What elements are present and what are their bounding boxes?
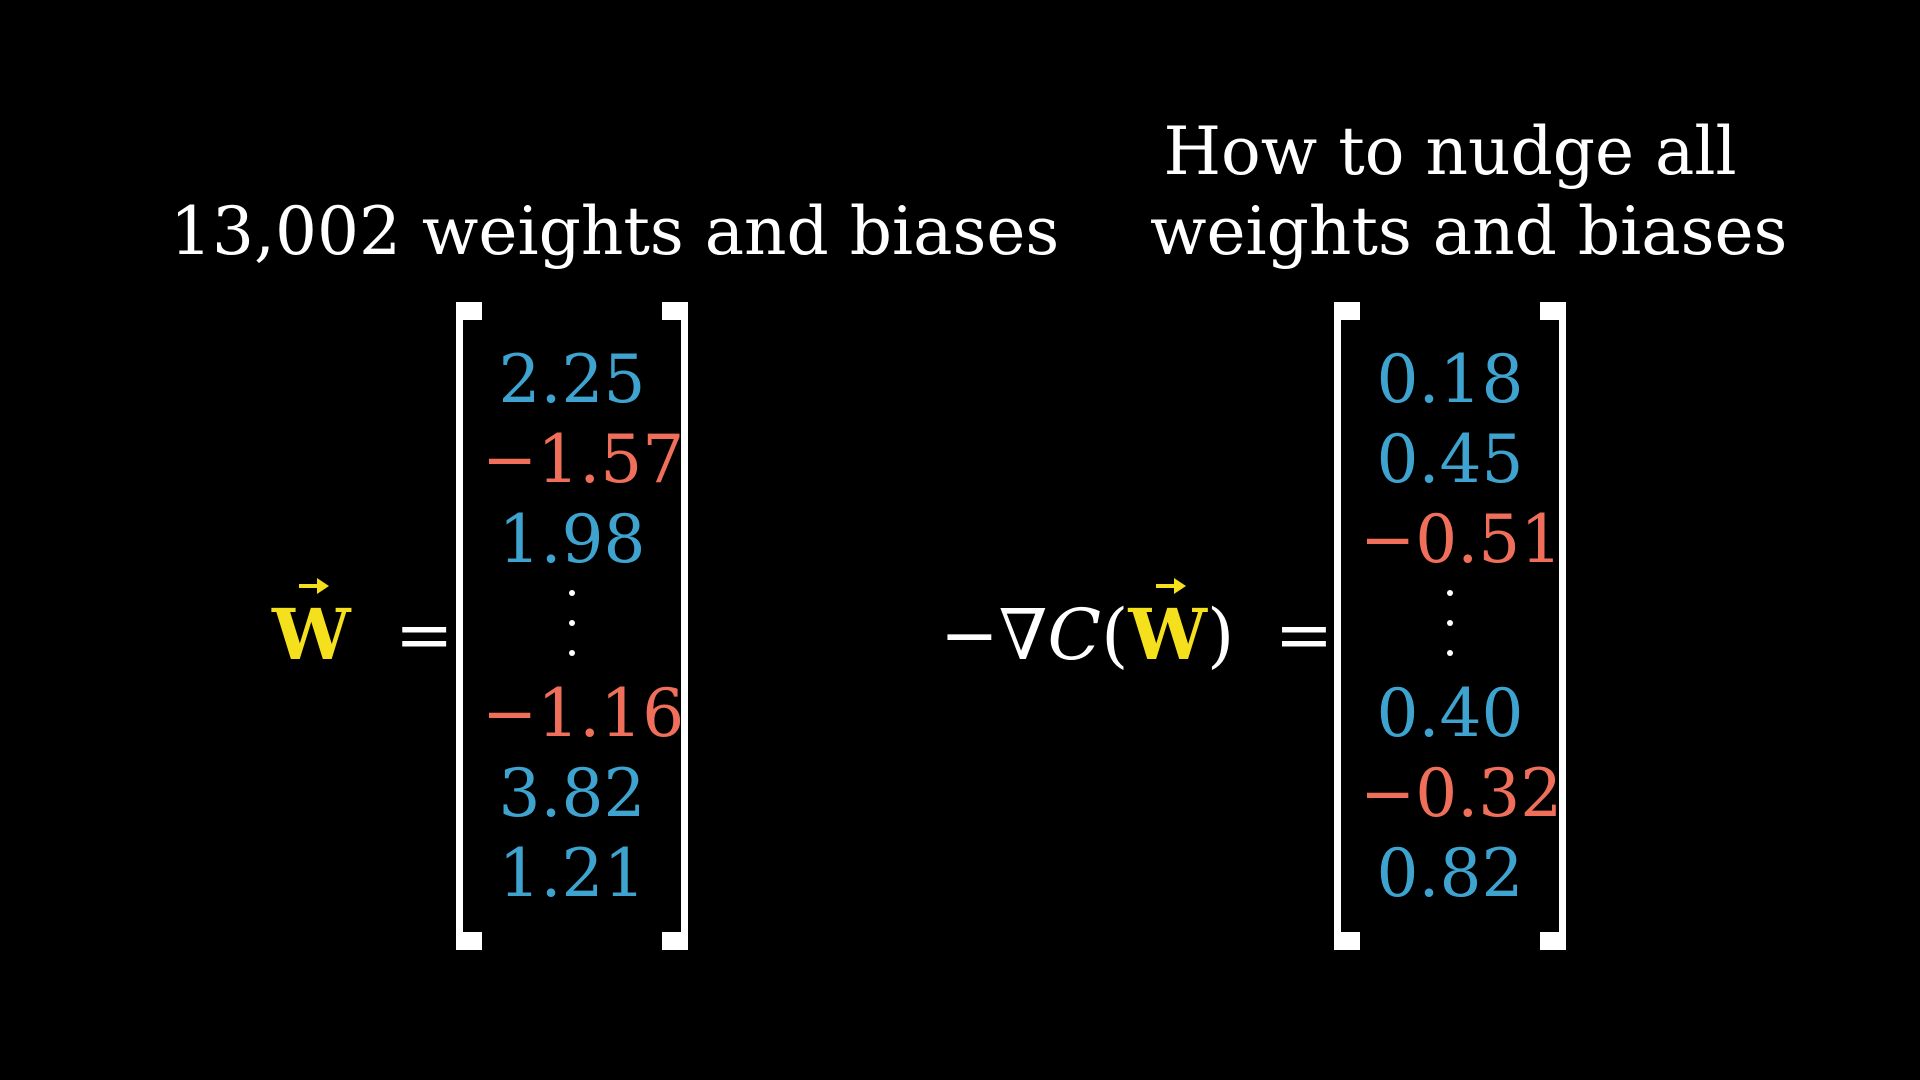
weights-open-bracket: [456, 302, 482, 950]
weights-heading-text: 13,002 weights and biases: [170, 193, 1060, 270]
vector-arrow-icon: [299, 576, 330, 596]
gradient-open-bracket: [1334, 302, 1360, 950]
vector-entry: 1.98: [498, 501, 646, 578]
vector-arrow-icon: [1155, 576, 1186, 596]
equals-sign: =: [394, 594, 454, 676]
vector-entry: 0.82: [1376, 835, 1524, 912]
weights-vector: 2.25 −1.57 1.98 −1.16 3.82 1.21: [482, 302, 685, 950]
vertical-ellipsis-icon: [569, 590, 575, 660]
vector-entry: 2.25: [498, 341, 646, 418]
minus-sign: −: [940, 594, 999, 676]
nabla-symbol: ∇: [998, 594, 1048, 676]
vector-entry: −1.57: [482, 421, 685, 498]
gradient-equation-lhs: −∇C( W ) =: [940, 578, 1334, 680]
vector-entry: −0.51: [1360, 501, 1563, 578]
weight-vector-letter: W: [272, 593, 351, 676]
weights-equation-lhs: W =: [272, 578, 454, 680]
weights-heading: 13,002 weights and biases: [170, 192, 1060, 272]
vector-entry: 0.45: [1376, 421, 1524, 498]
weights-close-bracket: [662, 302, 688, 950]
vector-entry: 0.18: [1376, 341, 1524, 418]
gradient-heading-line-1: How to nudge all: [1163, 113, 1737, 190]
gradient-weight-vector-letter: W: [1128, 593, 1208, 676]
gradient-close-bracket: [1540, 302, 1566, 950]
vector-entry: 1.21: [498, 835, 646, 912]
gradient-vector: 0.18 0.45 −0.51 0.40 −0.32 0.82: [1360, 302, 1563, 950]
gradient-heading: How to nudge all weights and biases: [1150, 112, 1788, 272]
vector-entry: 0.40: [1376, 675, 1524, 752]
open-paren: (: [1101, 594, 1129, 676]
vector-entry: 3.82: [498, 755, 646, 832]
cost-symbol: C: [1047, 594, 1102, 676]
vector-entry: −1.16: [482, 675, 685, 752]
weight-vector-symbol: W: [272, 578, 351, 680]
gradient-weight-vector-symbol: W: [1128, 578, 1208, 680]
vector-entry: −0.32: [1360, 755, 1563, 832]
close-paren: ): [1207, 594, 1235, 676]
vertical-ellipsis-icon: [1447, 590, 1453, 660]
gradient-heading-line-2: weights and biases: [1150, 193, 1788, 270]
gradient-equals-sign: =: [1274, 594, 1334, 676]
